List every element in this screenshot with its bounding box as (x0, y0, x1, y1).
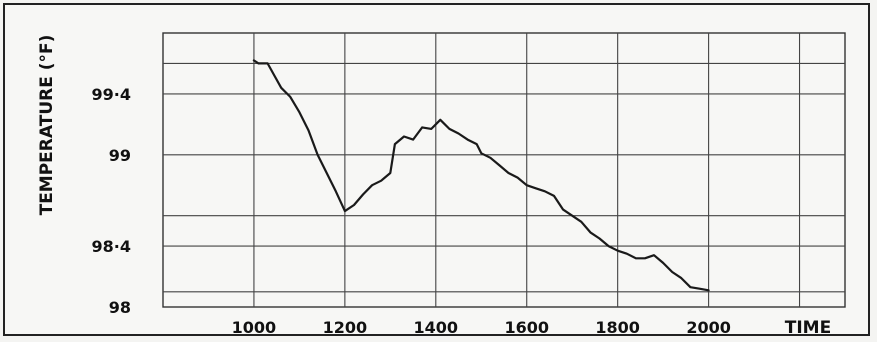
y-tick-label: 99 (109, 146, 131, 165)
x-axis-title: TIME (785, 318, 831, 338)
y-tick-label: 99·4 (92, 85, 131, 104)
y-tick-labels: 98 98·4 99 99·4 (92, 85, 131, 317)
x-tick-label: 1000 (232, 318, 277, 337)
x-tick-label: 1200 (323, 318, 368, 337)
y-tick-label: 98 (109, 298, 131, 317)
grid-lines (163, 33, 845, 307)
series-group (252, 59, 710, 292)
plot-area (162, 32, 846, 308)
x-tick-label: 1800 (595, 318, 640, 337)
y-tick-label: 98·4 (92, 237, 131, 256)
y-axis-title: TEMPERATURE (°F) (37, 35, 57, 216)
x-tick-labels: 1000 1200 1400 1600 1800 2000 (232, 318, 731, 337)
x-tick-label: 1400 (414, 318, 459, 337)
x-tick-label: 2000 (686, 318, 731, 337)
x-tick-label: 1600 (504, 318, 549, 337)
temperature-line (252, 59, 710, 292)
chart-frame (3, 3, 870, 336)
